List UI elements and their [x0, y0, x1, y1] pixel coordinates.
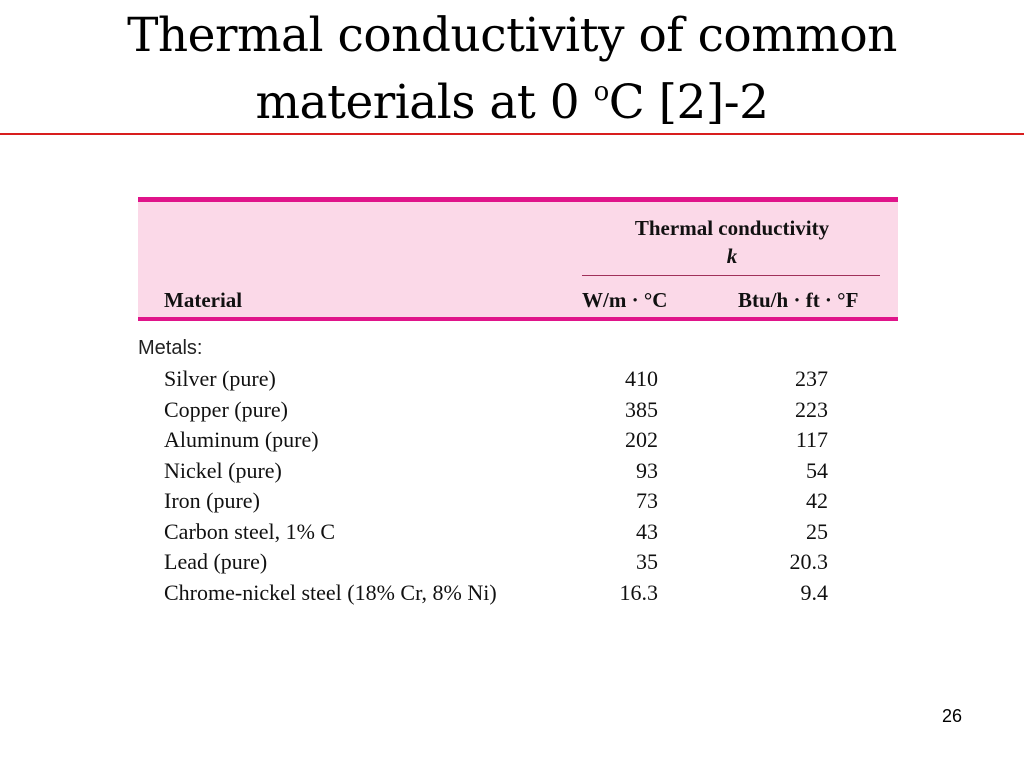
section-label-metals: Metals:	[138, 337, 203, 359]
table-row: Lead (pure) 35 20.3	[138, 547, 898, 578]
table-row: Aluminum (pure) 202 117	[138, 425, 898, 456]
table-row: Carbon steel, 1% C 43 25	[138, 517, 898, 548]
imperial-value-cell: 9.4	[800, 579, 829, 605]
table-row: Copper (pure) 385 223	[138, 395, 898, 426]
imperial-value-cell: 20.3	[789, 549, 829, 574]
slide-title-line-2-prefix: materials at 0	[255, 75, 594, 130]
slide-title: Thermal conductivity of common materials…	[0, 8, 1024, 131]
material-cell: Nickel (pure)	[164, 457, 282, 483]
imperial-value-cell: 237	[795, 366, 828, 391]
table-row: Nickel (pure) 93 54	[138, 456, 898, 487]
degree-superscript: o	[593, 77, 610, 107]
imperial-value-cell: 25	[806, 518, 828, 544]
material-cell: Chrome-nickel steel (18% Cr, 8% Ni)	[164, 579, 497, 605]
material-cell: Silver (pure)	[164, 366, 276, 391]
imperial-unit-column-header: Btu/h · ft · °F	[738, 288, 859, 312]
slide-title-line-2: materials at 0 oC [2]-2	[0, 64, 1024, 131]
group-header-label: Thermal conductivity	[634, 216, 830, 240]
table-body: Silver (pure) 410 237 Copper (pure) 385 …	[138, 364, 898, 608]
material-cell: Carbon steel, 1% C	[164, 518, 336, 544]
material-column-header: Material	[164, 288, 243, 312]
group-header-rule	[582, 275, 880, 276]
si-value-cell: 73	[636, 488, 658, 513]
imperial-value-cell: 42	[806, 488, 828, 513]
material-cell: Lead (pure)	[164, 549, 268, 574]
si-value-cell: 202	[625, 427, 658, 452]
si-value-cell: 385	[625, 396, 658, 422]
table-row: Chrome-nickel steel (18% Cr, 8% Ni) 16.3…	[138, 578, 898, 609]
si-value-cell: 43	[636, 518, 658, 544]
si-value-cell: 16.3	[619, 579, 659, 605]
page-number: 26	[941, 706, 962, 726]
si-value-cell: 410	[625, 366, 658, 391]
si-unit-column-header: W/m · °C	[582, 288, 668, 312]
si-value-cell: 35	[636, 549, 658, 574]
slide-title-line-1: Thermal conductivity of common	[127, 8, 897, 63]
table-header: Thermal conductivity k Material W/m · °C…	[138, 197, 898, 321]
imperial-value-cell: 223	[795, 396, 828, 422]
imperial-value-cell: 117	[795, 427, 828, 452]
group-header-symbol: k	[726, 244, 738, 268]
material-cell: Copper (pure)	[164, 396, 289, 422]
material-cell: Iron (pure)	[164, 488, 260, 513]
conductivity-table: Thermal conductivity k Material W/m · °C…	[138, 197, 898, 605]
table-row: Iron (pure) 73 42	[138, 486, 898, 517]
title-divider	[0, 133, 1024, 135]
table-row: Silver (pure) 410 237	[138, 364, 898, 395]
imperial-value-cell: 54	[806, 457, 828, 483]
slide-title-line-2-suffix: C [2]-2	[608, 75, 769, 130]
material-cell: Aluminum (pure)	[164, 427, 319, 452]
si-value-cell: 93	[636, 457, 658, 483]
thermal-conductivity-header: Thermal conductivity k	[582, 214, 882, 270]
